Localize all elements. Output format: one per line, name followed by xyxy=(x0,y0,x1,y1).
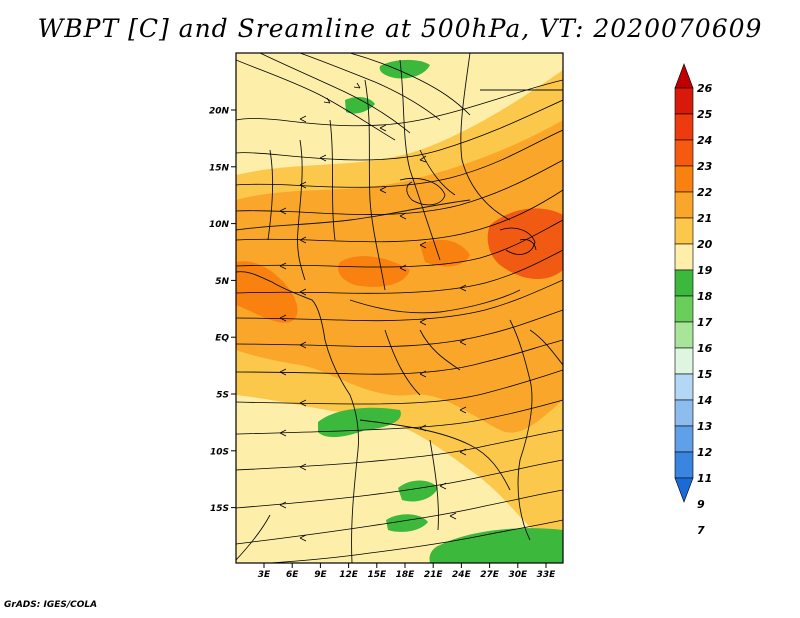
colorbar: 26 25 24 23 22 21 20 19 18 17 16 15 14 13 12 11 9 7 xyxy=(674,63,713,537)
streamline-arrows xyxy=(279,82,467,542)
colorbar-swatch xyxy=(674,347,694,375)
colorbar-label: 7 xyxy=(697,524,705,537)
colorbar-label: 14 xyxy=(697,394,712,407)
colorbar-swatch xyxy=(674,373,694,401)
colorbar-label: 9 xyxy=(697,498,705,511)
colorbar-label: 13 xyxy=(697,420,713,433)
field-18c-southeast xyxy=(429,528,563,563)
lon-label: 21E xyxy=(424,570,444,580)
plot-frame xyxy=(235,52,564,564)
lon-label: 18E xyxy=(396,570,416,580)
lon-label: 33E xyxy=(537,570,557,580)
lat-label: EQ xyxy=(215,334,229,344)
lon-label: 27E xyxy=(480,570,500,580)
colorbar-label: 16 xyxy=(697,342,713,355)
colorbar-swatch xyxy=(674,87,694,115)
colorbar-label: 24 xyxy=(697,134,712,147)
lon-label: 30E xyxy=(508,570,528,580)
country-borders xyxy=(236,53,563,563)
colorbar-top-arrow xyxy=(674,63,694,89)
colorbar-label: 26 xyxy=(697,82,713,95)
lat-label: 5N xyxy=(215,277,229,287)
colorbar-swatch xyxy=(674,269,694,297)
colorbar-label: 22 xyxy=(697,186,713,199)
colorbar-swatch xyxy=(674,217,694,245)
colorbar-label: 25 xyxy=(697,108,713,121)
map-plot-area xyxy=(236,53,563,563)
lon-label: 24E xyxy=(452,570,472,580)
lon-label: 12E xyxy=(339,570,359,580)
colorbar-swatch xyxy=(674,113,694,141)
colorbar-swatch xyxy=(674,425,694,453)
lon-label: 6E xyxy=(286,570,299,580)
colorbar-label: 17 xyxy=(697,316,713,329)
field-22c-blob-center xyxy=(338,256,410,287)
colorbar-bottom-arrow xyxy=(674,477,694,503)
colorbar-label: 23 xyxy=(697,160,713,173)
colorbar-swatch xyxy=(674,191,694,219)
colorbar-swatch xyxy=(674,321,694,349)
colorbar-label: 18 xyxy=(697,290,713,303)
field-23c-core-east xyxy=(487,208,563,280)
colorbar-label: 11 xyxy=(697,472,712,485)
lon-label: 9E xyxy=(314,570,327,580)
colorbar-label: 15 xyxy=(697,368,713,381)
colorbar-swatch xyxy=(674,139,694,167)
lon-label: 15E xyxy=(367,570,387,580)
colorbar-label: 19 xyxy=(697,264,713,277)
field-22c-blob-east xyxy=(420,239,470,267)
lat-label: 15N xyxy=(209,163,230,173)
latitude-axis: 20N 15N 10N 5N EQ 5S 10S 15S xyxy=(209,107,236,514)
lat-label: 10S xyxy=(210,447,229,457)
lon-label: 3E xyxy=(258,570,271,580)
colorbar-swatch xyxy=(674,243,694,271)
lat-label: 5S xyxy=(216,391,229,401)
field-18c-north xyxy=(379,59,430,79)
map-title: WBPT [C] and Sreamline at 500hPa, VT: 20… xyxy=(37,14,763,43)
colorbar-label: 21 xyxy=(697,212,712,225)
streamlines xyxy=(236,53,563,563)
colorbar-label: 20 xyxy=(697,238,713,251)
field-18c-south-a xyxy=(318,407,401,438)
grads-credit: GrADS: IGES/COLA xyxy=(4,600,98,610)
colorbar-swatch xyxy=(674,451,694,479)
longitude-axis: 3E 6E 9E 12E 15E 18E 21E 24E 27E 30E 33E xyxy=(258,563,556,580)
colorbar-label: 12 xyxy=(697,446,713,459)
colorbar-swatch xyxy=(674,295,694,323)
lat-label: 20N xyxy=(209,107,230,117)
lat-label: 15S xyxy=(210,504,229,514)
lat-label: 10N xyxy=(209,220,230,230)
colorbar-swatch xyxy=(674,165,694,193)
colorbar-swatch xyxy=(674,399,694,427)
field-18c-south-b xyxy=(398,480,438,502)
